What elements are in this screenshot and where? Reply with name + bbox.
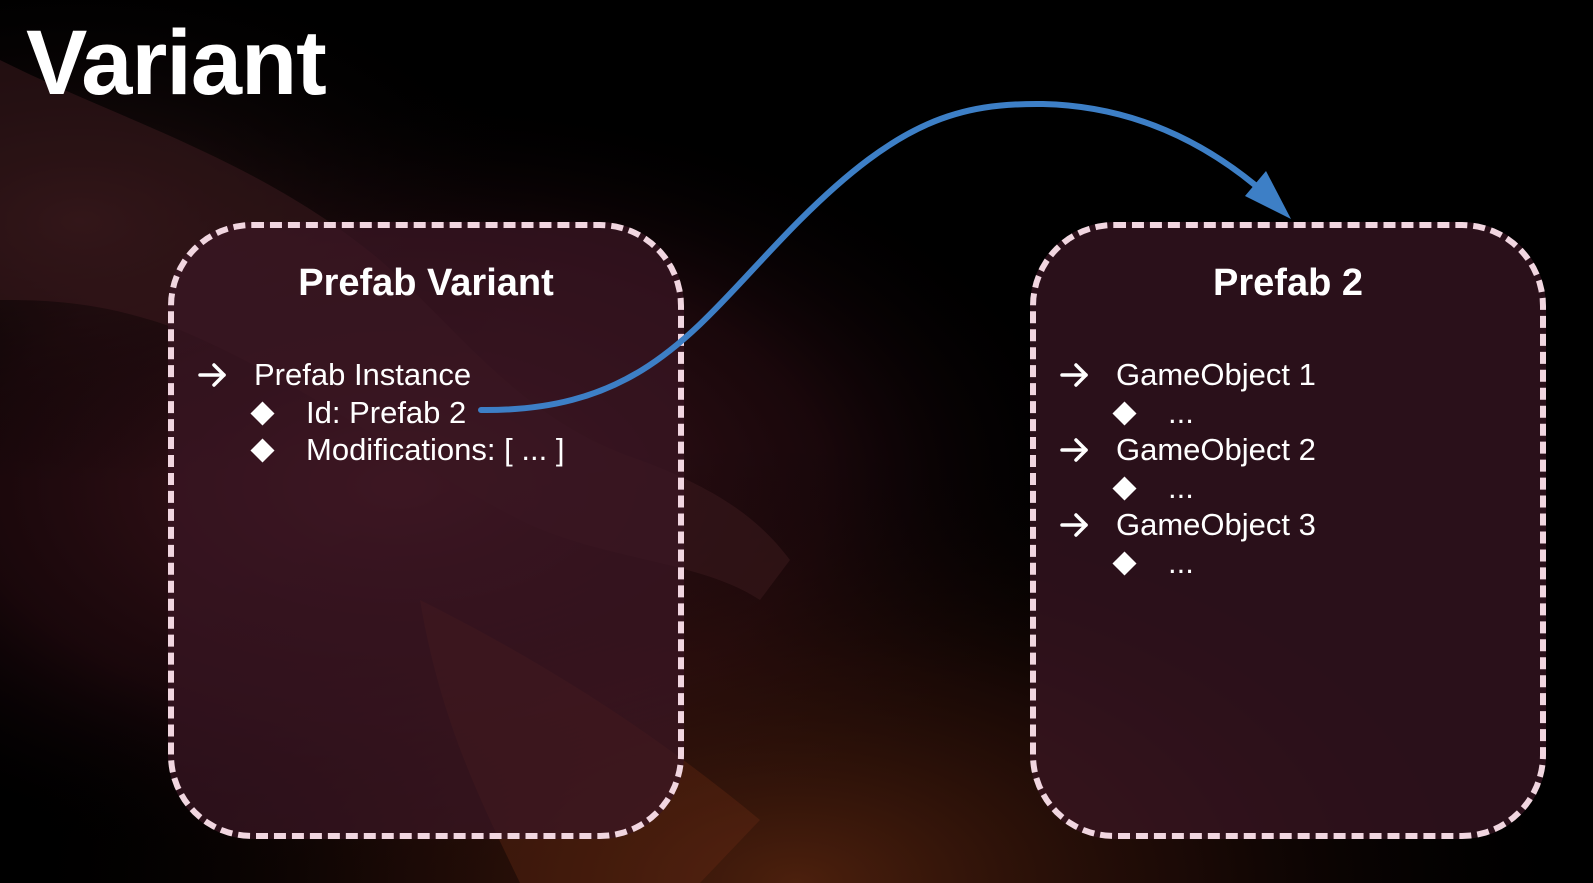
- gameobject-1-child-label: ...: [1168, 395, 1194, 430]
- gameobject-1-label: GameObject 1: [1116, 357, 1316, 392]
- gameobject-2-label: GameObject 2: [1116, 432, 1316, 467]
- slide-title: Variant: [26, 12, 327, 114]
- arrow-right-icon: [198, 363, 226, 387]
- gameobject-2-child: ...: [1112, 469, 1194, 507]
- prefab-instance-label: Prefab Instance: [254, 357, 472, 392]
- property-item-modifications: Modifications: [ ... ]: [250, 431, 564, 469]
- gameobject-3-child: ...: [1112, 544, 1194, 582]
- property-item-id: Id: Prefab 2: [250, 394, 466, 432]
- gameobject-2-child-label: ...: [1168, 470, 1194, 505]
- arrow-right-icon: [1060, 363, 1088, 387]
- property-id-label: Id: Prefab 2: [306, 395, 467, 430]
- prefab-2-box: Prefab 2 GameObject 1 ... GameObject 2 .…: [1030, 222, 1546, 839]
- gameobject-item-2: GameObject 2: [1060, 431, 1316, 469]
- gameobject-item-3: GameObject 3: [1060, 506, 1316, 544]
- gameobject-3-label: GameObject 3: [1116, 507, 1316, 542]
- gameobject-3-child-label: ...: [1168, 545, 1194, 580]
- prefab-variant-box: Prefab Variant Prefab Instance Id: Prefa…: [168, 222, 684, 839]
- prefab-instance-item: Prefab Instance: [198, 356, 471, 394]
- prefab-2-title: Prefab 2: [1213, 262, 1363, 304]
- prefab-variant-title: Prefab Variant: [298, 262, 554, 304]
- gameobject-1-child: ...: [1112, 394, 1194, 432]
- arrow-right-icon: [1060, 513, 1088, 537]
- property-modifications-label: Modifications: [ ... ]: [306, 432, 565, 467]
- gameobject-item-1: GameObject 1: [1060, 356, 1316, 394]
- arrow-right-icon: [1060, 438, 1088, 462]
